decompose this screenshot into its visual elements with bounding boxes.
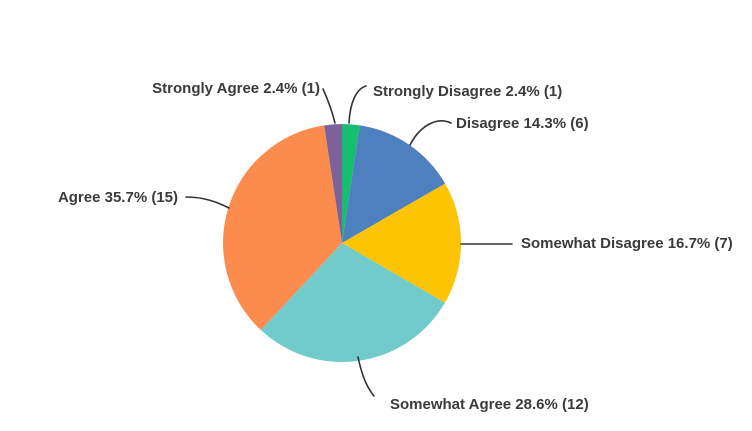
leader-line-strongly-agree — [322, 88, 336, 124]
callout-label-disagree: Disagree 14.3% (6) — [456, 115, 589, 132]
pie-slices — [223, 124, 461, 362]
callout-label-somewhat-disagree: Somewhat Disagree 16.7% (7) — [521, 235, 733, 252]
leader-lines — [185, 85, 513, 397]
leader-line-somewhat-agree — [357, 356, 375, 397]
pie-slice-disagree — [342, 125, 446, 243]
leader-line-strongly-disagree — [348, 85, 367, 124]
leader-line-disagree — [409, 120, 452, 146]
callout-label-strongly-agree: Strongly Agree 2.4% (1) — [152, 80, 320, 97]
pie-slice-somewhat-disagree — [342, 183, 461, 303]
pie-slice-agree — [223, 125, 342, 331]
pie-slice-somewhat-agree — [260, 243, 445, 362]
callout-label-strongly-disagree: Strongly Disagree 2.4% (1) — [373, 83, 563, 100]
callout-label-agree: Agree 35.7% (15) — [57, 189, 178, 206]
pie-slice-strongly-disagree — [342, 124, 360, 243]
pie-slice-strongly-agree — [324, 124, 342, 243]
leader-line-agree — [185, 196, 230, 209]
callout-label-somewhat-agree: Somewhat Agree 28.6% (12) — [390, 396, 589, 413]
